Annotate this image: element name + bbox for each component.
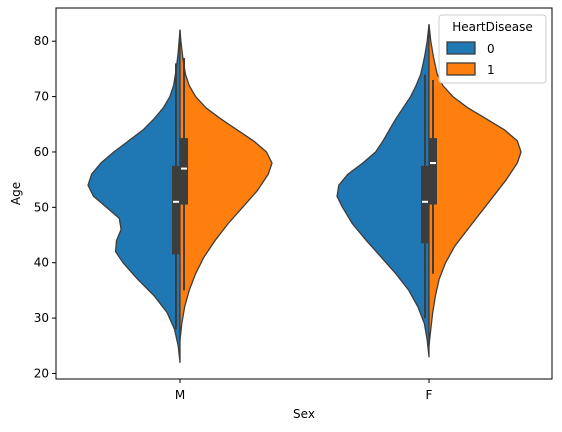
legend-label-1: 1 xyxy=(487,63,495,77)
axes-frame xyxy=(55,7,553,380)
violin-half-m-0 xyxy=(87,29,181,364)
axes: 20 30 40 50 60 70 80 M F Sex Age xyxy=(9,7,553,421)
x-axis-label: Sex xyxy=(293,407,315,421)
x-tick-label-f: F xyxy=(426,388,433,402)
y-tick-label-70: 70 xyxy=(34,90,49,104)
y-tick-label-40: 40 xyxy=(34,256,49,270)
y-tick-label-80: 80 xyxy=(34,34,49,48)
iqr-box-m-0 xyxy=(172,165,180,255)
violin-half-f-1 xyxy=(428,23,522,347)
y-axis-label: Age xyxy=(9,182,23,205)
iqr-box-f-0 xyxy=(421,165,429,244)
iqr-box-m-1 xyxy=(180,138,188,205)
violin-half-m-1 xyxy=(179,29,273,341)
legend-label-0: 0 xyxy=(487,42,495,56)
x-tick-label-m: M xyxy=(175,388,185,402)
legend-title: HeartDisease xyxy=(452,20,533,34)
y-tick-label-60: 60 xyxy=(34,145,49,159)
y-tick-label-30: 30 xyxy=(34,311,49,325)
legend-swatch-0 xyxy=(446,41,476,55)
plot-area xyxy=(87,23,522,364)
legend-swatch-1 xyxy=(446,62,476,76)
iqr-box-f-1 xyxy=(429,138,437,205)
legend: HeartDisease 0 1 xyxy=(438,14,547,84)
violin-half-f-0 xyxy=(336,23,430,358)
y-tick-label-20: 20 xyxy=(34,366,49,380)
y-tick-label-50: 50 xyxy=(34,200,49,214)
